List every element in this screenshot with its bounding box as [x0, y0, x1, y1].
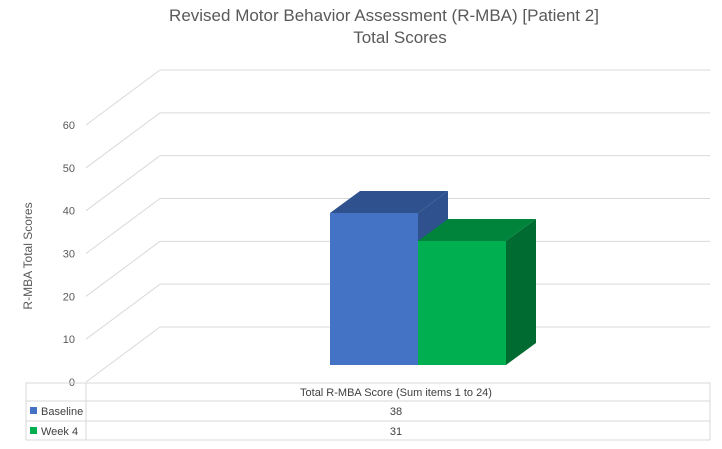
- gridline-diagonal-20: [85, 240, 161, 297]
- y-tick-30: 30: [63, 249, 75, 261]
- gridline-diagonal-40: [85, 155, 161, 212]
- y-tick-10: 10: [63, 334, 75, 346]
- gridline-diagonal-60: [85, 69, 161, 126]
- gridline-diagonal-50: [85, 112, 161, 169]
- y-axis-label: R-MBA Total Scores: [21, 202, 35, 309]
- gridline-diagonal-30: [85, 198, 161, 254]
- bars: [330, 191, 536, 365]
- data-table: Total R-MBA Score (Sum items 1 to 24) Ba…: [25, 382, 711, 441]
- bar-top-week4: [418, 219, 536, 241]
- gridline-diagonal-0: [85, 326, 161, 383]
- legend-swatch-week4: [30, 427, 37, 434]
- bar-side-week4: [506, 219, 536, 365]
- legend-label-week4: Week 4: [41, 426, 78, 438]
- y-tick-50: 50: [63, 163, 75, 175]
- gridline-diagonal-10: [85, 283, 161, 340]
- y-tick-40: 40: [63, 206, 75, 218]
- y-tick-20: 20: [63, 291, 75, 303]
- bar-week4: [418, 241, 506, 365]
- chart-subtitle: Total Scores: [353, 28, 447, 47]
- bar-baseline: [330, 213, 418, 365]
- chart-title: Revised Motor Behavior Assessment (R-MBA…: [169, 6, 599, 25]
- y-tick-60: 60: [63, 120, 75, 132]
- table-value-baseline: 38: [390, 406, 402, 418]
- table-value-week4: 31: [390, 426, 402, 438]
- legend-label-baseline: Baseline: [41, 406, 83, 418]
- table-category-header: Total R-MBA Score (Sum items 1 to 24): [300, 387, 492, 399]
- legend-swatch-baseline: [30, 407, 37, 414]
- bar-top-baseline: [330, 191, 448, 213]
